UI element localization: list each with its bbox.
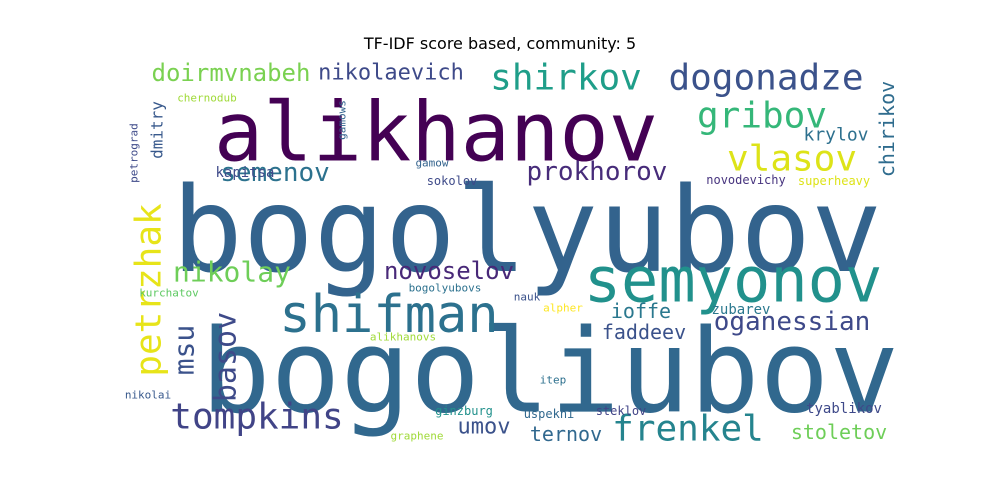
word-ternov: ternov (530, 422, 602, 446)
word-steklov: steklov (596, 404, 647, 418)
word-alikhanovs: alikhanovs (370, 331, 436, 344)
word-kurchatov: kurchatov (139, 287, 199, 300)
chart-title: TF-IDF score based, community: 5 (363, 34, 637, 53)
word-semenov: semenov (220, 158, 330, 188)
word-tyablikov: tyablikov (806, 401, 882, 417)
word-oganessian: oganessian (714, 307, 871, 337)
word-novodevichy: novodevichy (706, 173, 785, 187)
word-alpher: alpher (543, 302, 583, 315)
word-alikhanov: alikhanov (214, 86, 658, 181)
word-umov: umov (458, 415, 511, 440)
word-faddeev: faddeev (602, 320, 686, 344)
word-petrzhak: petrzhak (129, 203, 170, 377)
word-bogolyubovs: bogolyubovs (409, 282, 482, 295)
word-gribov: gribov (697, 96, 827, 137)
word-bogolyubov: bogolyubov (172, 161, 882, 299)
word-ginzburg: ginzburg (435, 404, 493, 418)
word-nikolaevich: nikolaevich (318, 61, 464, 86)
word-itep: itep (540, 374, 567, 387)
word-nikolai: nikolai (125, 389, 171, 402)
word-vlasov: vlasov (727, 139, 857, 180)
word-dogonadze: dogonadze (668, 58, 863, 99)
word-bogoliubov: bogoliubov (201, 305, 899, 440)
word-sokolov: sokolov (427, 174, 478, 188)
word-basov: basov (209, 312, 244, 402)
word-novoselov: novoselov (384, 257, 514, 285)
word-ioffe: ioffe (611, 299, 671, 323)
word-chirikov: chirikov (875, 81, 899, 177)
word-kapitsa: kapitsa (215, 165, 274, 181)
word-uspekhi: uspekhi (524, 407, 575, 421)
word-stoletov: stoletov (791, 420, 887, 444)
word-nauk: nauk (514, 291, 541, 304)
word-superheavy: superheavy (798, 174, 870, 188)
word-doirmvnabeh: doirmvnabeh (152, 59, 311, 87)
word-krylov: krylov (803, 125, 868, 146)
word-chernodub: chernodub (177, 92, 237, 105)
word-shifman: shifman (279, 285, 498, 345)
word-gamows: gamows (336, 100, 349, 140)
word-gamow: gamow (415, 157, 448, 170)
word-petrograd: petrograd (128, 123, 141, 183)
word-dmitry: dmitry (148, 101, 167, 159)
word-shirkov: shirkov (490, 58, 642, 99)
word-zubarev: zubarev (711, 302, 770, 318)
word-msu: msu (168, 325, 201, 376)
word-semyonov: semyonov (584, 244, 883, 317)
word-graphene: graphene (391, 430, 444, 443)
word-nikolay: nikolay (173, 256, 291, 289)
word-tompkins: tompkins (170, 397, 343, 438)
word-prokhorov: prokhorov (527, 157, 668, 187)
word-frenkel: frenkel (612, 409, 764, 450)
